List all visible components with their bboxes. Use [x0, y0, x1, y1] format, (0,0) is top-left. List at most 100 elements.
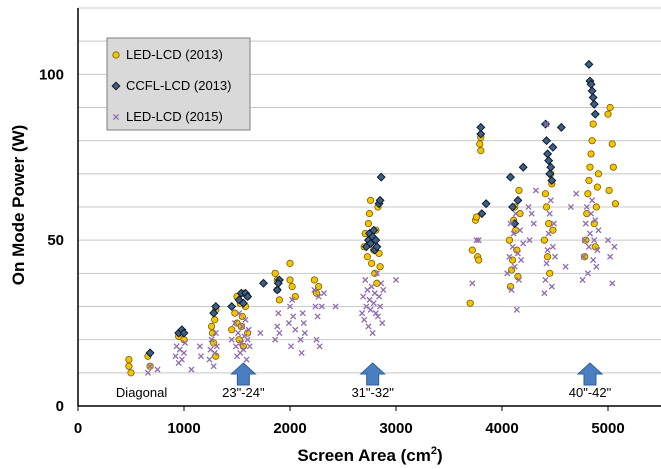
point-ccfl-lcd-2013 — [211, 301, 221, 312]
point-ccfl-lcd-2013 — [505, 172, 515, 182]
point-led-lcd-2013 — [585, 176, 593, 185]
legend-marker-ccfl2013 — [111, 81, 121, 91]
point-ccfl-lcd-2013 — [477, 209, 487, 219]
point-led-lcd-2013 — [127, 369, 135, 377]
point-led-lcd-2015 — [512, 210, 519, 217]
point-led-lcd-2015 — [587, 210, 595, 217]
legend-label-led2013: LED-LCD (2013) — [126, 47, 223, 62]
point-led-lcd-2015 — [289, 296, 296, 303]
point-led-lcd-2015 — [180, 349, 188, 356]
point-led-lcd-2015 — [473, 237, 480, 244]
point-led-lcd-2015 — [377, 303, 384, 310]
point-led-lcd-2013 — [542, 203, 551, 211]
point-led-lcd-2015 — [611, 243, 618, 250]
point-led-lcd-2015 — [589, 197, 596, 204]
point-led-lcd-2013 — [592, 203, 600, 211]
point-ccfl-lcd-2013 — [243, 292, 253, 302]
legend-marker — [112, 113, 120, 121]
point-led-lcd-2015 — [392, 276, 400, 284]
point-led-lcd-2013 — [611, 200, 620, 208]
point-led-lcd-2013 — [514, 273, 522, 281]
y-tick-label: 100 — [39, 66, 64, 83]
point-led-lcd-2015 — [311, 286, 318, 293]
point-led-lcd-2015 — [530, 220, 537, 227]
point-led-lcd-2013 — [209, 329, 217, 337]
point-led-lcd-2013 — [476, 140, 484, 148]
point-ccfl-lcd-2013 — [556, 122, 566, 132]
point-led-lcd-2013 — [475, 256, 483, 264]
point-led-lcd-2015 — [212, 329, 219, 337]
point-led-lcd-2015 — [544, 247, 551, 254]
point-led-lcd-2013 — [549, 226, 557, 234]
point-ccfl-lcd-2013 — [513, 195, 523, 205]
annotation-label: 31"-32" — [351, 385, 394, 400]
x-tick-label: 4000 — [485, 420, 518, 437]
x-tick-label: 5000 — [591, 420, 624, 437]
point-led-lcd-2015 — [276, 329, 283, 337]
point-led-lcd-2013 — [609, 163, 617, 171]
point-led-lcd-2015 — [318, 303, 325, 310]
point-led-lcd-2015 — [213, 343, 220, 350]
annotation-arrow — [359, 362, 386, 386]
point-led-lcd-2015 — [550, 220, 557, 227]
legend-marker-led2013 — [112, 51, 120, 59]
point-ccfl-lcd-2013 — [542, 136, 552, 146]
point-led-lcd-2013 — [271, 269, 279, 277]
point-led-lcd-2015 — [532, 187, 539, 194]
point-led-lcd-2015 — [543, 121, 550, 128]
point-led-lcd-2015 — [367, 306, 374, 313]
point-led-lcd-2015 — [582, 220, 589, 227]
point-led-lcd-2013 — [231, 309, 239, 317]
point-led-lcd-2015 — [368, 283, 375, 290]
point-led-lcd-2013 — [591, 243, 599, 251]
point-led-lcd-2015 — [549, 243, 556, 250]
y-tick-label: 0 — [56, 398, 64, 415]
point-led-lcd-2015 — [188, 366, 195, 373]
point-led-lcd-2015 — [510, 230, 517, 237]
point-led-lcd-2015 — [238, 339, 245, 347]
x-tick-label: 0 — [74, 420, 82, 437]
point-led-lcd-2013 — [546, 269, 554, 277]
annotations: Diagonal 23"-24" 31"-32" 40"-42" — [116, 362, 612, 400]
point-led-lcd-2013 — [606, 103, 614, 112]
point-led-lcd-2013 — [363, 253, 371, 261]
point-led-lcd-2013 — [373, 279, 381, 287]
point-led-lcd-2015 — [197, 353, 205, 360]
point-ccfl-lcd-2013 — [481, 199, 491, 209]
point-led-lcd-2015 — [562, 263, 569, 270]
point-led-lcd-2015 — [518, 257, 525, 264]
point-ccfl-lcd-2013 — [227, 301, 237, 312]
point-led-lcd-2013 — [593, 183, 602, 191]
point-led-lcd-2013 — [583, 210, 591, 218]
point-led-lcd-2013 — [466, 299, 474, 307]
point-led-lcd-2015 — [581, 237, 588, 244]
y-tick-labels: 0 50 100 — [39, 66, 64, 415]
point-led-lcd-2015 — [363, 303, 370, 310]
point-led-lcd-2013 — [582, 236, 590, 244]
point-led-lcd-2015 — [206, 356, 213, 363]
point-led-lcd-2015 — [585, 243, 592, 250]
point-led-lcd-2015 — [360, 293, 367, 300]
y-axis-title: On Mode Power (W) — [9, 125, 28, 286]
point-led-lcd-2015 — [541, 290, 548, 297]
point-led-lcd-2013 — [237, 322, 245, 330]
x-tick-label: 1000 — [167, 420, 200, 437]
point-led-lcd-2015 — [154, 366, 161, 373]
point-led-lcd-2013 — [590, 219, 598, 228]
point-led-lcd-2013 — [545, 219, 553, 228]
point-led-lcd-2013 — [376, 263, 384, 271]
point-led-lcd-2013 — [589, 120, 597, 128]
point-led-lcd-2015 — [526, 237, 533, 244]
point-led-lcd-2015 — [594, 247, 601, 254]
point-led-lcd-2013 — [604, 110, 612, 118]
point-led-lcd-2015 — [301, 329, 308, 337]
point-led-lcd-2015 — [372, 310, 379, 317]
x-axis-title: Screen Area (cm2) — [297, 445, 442, 465]
point-led-lcd-2013 — [588, 137, 596, 145]
legend-marker — [112, 51, 120, 59]
point-led-lcd-2013 — [364, 219, 373, 228]
y-tick-label: 50 — [47, 232, 64, 249]
legend: LED-LCD (2013) CCFL-LCD (2013) LED-LCD (… — [106, 37, 251, 131]
